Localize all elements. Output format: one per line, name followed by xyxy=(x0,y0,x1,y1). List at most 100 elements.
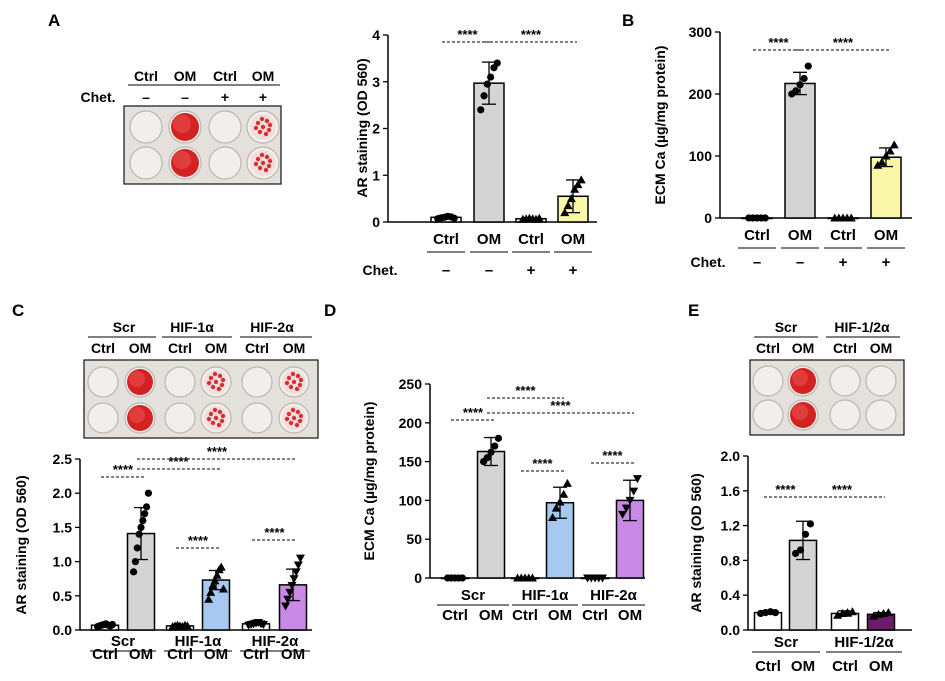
y-tick-label-d: 150 xyxy=(399,454,423,470)
y-tick-label-b: 200 xyxy=(689,86,713,102)
significance-label-c-3: **** xyxy=(207,444,228,459)
stain-speck xyxy=(257,165,263,171)
data-point-c xyxy=(139,516,147,525)
data-point-c xyxy=(216,562,226,571)
group-sign-b-3: + xyxy=(839,254,848,271)
plate-a-chet-3: + xyxy=(221,89,229,105)
x-tick-label-c-5: Ctrl xyxy=(243,646,269,663)
x-tick-label-c-2: OM xyxy=(129,646,153,663)
significance-label-a-2: **** xyxy=(521,27,542,42)
data-point-c xyxy=(281,602,291,611)
y-axis-label-e: AR staining (OD 560) xyxy=(688,473,704,612)
group-name-d-3: HIF-2α xyxy=(590,587,638,604)
data-point-e xyxy=(883,608,893,617)
plate-c-header-3: Ctrl xyxy=(168,340,192,356)
x-tick-label-d-3: Ctrl xyxy=(512,607,538,624)
plate-e-header-3: Ctrl xyxy=(833,340,857,356)
x-tick-label-d-6: OM xyxy=(618,607,642,624)
stain-speck xyxy=(208,411,214,417)
stain-speck xyxy=(213,379,219,385)
bar-b-2 xyxy=(784,82,816,219)
data-point-d xyxy=(548,512,558,521)
plate-e-header-1: Ctrl xyxy=(756,340,780,356)
data-point-c xyxy=(144,489,153,497)
data-point-b xyxy=(877,157,887,166)
y-tick-label-e: 2.0 xyxy=(721,448,741,464)
plate-e-header: Scr HIF-1/2α Ctrl OM Ctrl OM xyxy=(754,319,900,356)
data-point-c xyxy=(258,621,268,630)
x-tick-label-b-3: Ctrl xyxy=(830,227,856,244)
data-point-b xyxy=(761,214,769,222)
significance-label-e-1: **** xyxy=(775,482,796,497)
data-point-e xyxy=(796,546,805,554)
stain-speck xyxy=(217,409,223,415)
data-point-c xyxy=(208,581,218,590)
data-point-d xyxy=(621,504,631,513)
stain-speck xyxy=(291,379,297,385)
data-point-d xyxy=(629,487,639,496)
stain-speck xyxy=(291,415,297,421)
data-point-c xyxy=(206,587,216,596)
group-name-d-1: Scr xyxy=(461,587,485,604)
stain-speck xyxy=(263,131,269,137)
significance-label-d-4: **** xyxy=(532,456,553,471)
plate-c-header-6: OM xyxy=(283,340,306,356)
data-point-d xyxy=(562,478,572,487)
significance-label-c-2: **** xyxy=(168,454,189,469)
data-point-c xyxy=(204,594,214,603)
data-point-a xyxy=(493,59,501,67)
plate-c-header-2: OM xyxy=(129,340,152,356)
data-point-d xyxy=(551,503,561,512)
x-tick-label-c-3: Ctrl xyxy=(167,646,193,663)
bar-a-2 xyxy=(473,82,505,223)
data-point-d xyxy=(458,574,467,582)
stain-speck xyxy=(210,384,216,390)
y-tick-label-d: 100 xyxy=(399,492,423,508)
chart-d: 0 50 100 150 200 250 ECM Ca (µg/mg protein) Ctr… xyxy=(361,376,645,624)
stain-speck xyxy=(220,377,226,383)
data-point-d xyxy=(527,573,537,582)
data-point-c xyxy=(293,561,303,570)
plate-a-chet-4: + xyxy=(259,89,267,105)
data-point-d xyxy=(559,489,569,498)
y-tick-label-a: 3 xyxy=(372,74,380,90)
stain-speck xyxy=(219,418,225,424)
data-point-d xyxy=(555,497,565,506)
stain-speck xyxy=(294,422,300,428)
chart-e: 0.0 0.4 0.8 1.2 1.6 2.0 AR staining (OD 560) Ct… xyxy=(688,448,912,675)
plate-a-chet-label: Chet. xyxy=(81,89,116,105)
group-sign-b-4: + xyxy=(882,254,891,271)
stain-speck xyxy=(208,375,214,381)
stain-speck xyxy=(260,124,266,130)
significance-label-d-5: **** xyxy=(602,448,623,463)
well xyxy=(129,146,163,180)
well xyxy=(829,365,861,397)
well xyxy=(865,365,897,397)
data-point-d xyxy=(632,475,642,484)
stain-highlight xyxy=(173,151,191,169)
chart-b: 0 100 200 300 ECM Ca (µg/mg protein) Ctrl OM Ct… xyxy=(652,24,912,271)
data-point-a xyxy=(487,73,495,81)
well xyxy=(208,146,242,180)
stain-highlight xyxy=(792,404,808,420)
data-point-b xyxy=(800,74,808,83)
y-tick-label-c: 1.5 xyxy=(53,519,73,535)
group-label-b: Chet. xyxy=(691,254,726,270)
x-tick-label-e-4: OM xyxy=(869,658,893,675)
data-point-d xyxy=(487,448,495,456)
stain-speck xyxy=(212,371,218,377)
plate-e-group-1: Scr xyxy=(775,319,798,335)
significance-label-e-2: **** xyxy=(832,482,853,497)
data-point-e xyxy=(771,609,780,617)
y-tick-label-b: 0 xyxy=(704,210,712,226)
well-plate-c xyxy=(83,359,319,439)
group-label-a: Chet. xyxy=(363,262,398,278)
data-point-e xyxy=(801,530,810,538)
panel-label-e: E xyxy=(688,301,699,320)
data-point-b xyxy=(881,151,891,160)
stain-speck xyxy=(298,413,304,419)
y-tick-label-d: 250 xyxy=(399,376,423,392)
x-tick-label-a-1: Ctrl xyxy=(433,231,459,248)
stain-speck xyxy=(295,409,301,415)
